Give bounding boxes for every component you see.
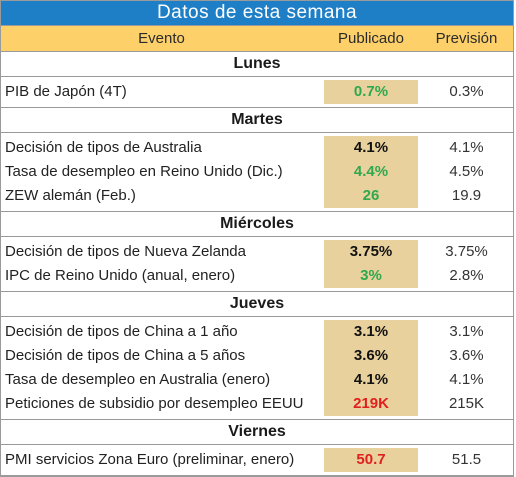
published-value: 0.7% (322, 80, 420, 104)
event-name: Tasa de desempleo en Australia (enero) (5, 371, 271, 388)
published-value: 4.1% (322, 136, 420, 160)
published-value: 50.7 (322, 448, 420, 472)
day-heading: Jueves (1, 292, 513, 317)
event-name: IPC de Reino Unido (anual, enero) (5, 267, 236, 284)
event-name: ZEW alemán (Feb.) (5, 187, 136, 204)
published-value: 4.1% (322, 368, 420, 392)
event-name: PIB de Japón (4T) (5, 83, 127, 100)
table-row: Tasa de desempleo en Reino Unido (Dic.) 4… (1, 160, 513, 184)
published-value: 26 (322, 184, 420, 208)
published-value: 3.75% (322, 240, 420, 264)
forecast-value: 51.5 (451, 451, 482, 468)
day-group: Decisión de tipos de China a 1 año 3.1% 3.… (1, 317, 513, 420)
table-row: PMI servicios Zona Euro (preliminar, ene… (1, 448, 513, 472)
published-value: 3.6% (322, 344, 420, 368)
event-name: Tasa de desempleo en Reino Unido (Dic.) (5, 163, 283, 180)
published-value: 219K (322, 392, 420, 416)
table-title: Datos de esta semana (1, 0, 513, 25)
day-heading: Martes (1, 108, 513, 133)
forecast-value: 4.1% (449, 139, 484, 156)
forecast-value: 4.5% (449, 163, 484, 180)
event-name: Decisión de tipos de Australia (5, 139, 202, 156)
forecast-value: 2.8% (449, 267, 484, 284)
forecast-value: 3.75% (445, 243, 488, 260)
day-heading: Miércoles (1, 212, 513, 237)
table-row: PIB de Japón (4T) 0.7% 0.3% (1, 80, 513, 104)
header-published: Publicado (338, 30, 404, 47)
event-name: PMI servicios Zona Euro (preliminar, ene… (5, 451, 295, 468)
event-name: Decisión de tipos de China a 1 año (5, 323, 238, 340)
table-row: Tasa de desempleo en Australia (enero) 4.… (1, 368, 513, 392)
forecast-value: 4.1% (449, 371, 484, 388)
event-name: Peticiones de subsidio por desempleo EEU… (5, 395, 304, 412)
table-row: IPC de Reino Unido (anual, enero) 3% 2.8% (1, 264, 513, 288)
published-value: 3.1% (322, 320, 420, 344)
forecast-value: 215K (448, 395, 485, 412)
table-row: Decisión de tipos de Nueva Zelanda 3.75% 3… (1, 240, 513, 264)
day-group: Decisión de tipos de Australia 4.1% 4.1% Ta… (1, 133, 513, 212)
published-value: 3% (322, 264, 420, 288)
table-row: Decisión de tipos de China a 5 años 3.6% 3… (1, 344, 513, 368)
forecast-value: 3.1% (449, 323, 484, 340)
table-row: Peticiones de subsidio por desempleo EEU… (1, 392, 513, 416)
table-row: Decisión de tipos de China a 1 año 3.1% 3.… (1, 320, 513, 344)
day-group: Decisión de tipos de Nueva Zelanda 3.75% 3… (1, 237, 513, 292)
published-value: 4.4% (322, 160, 420, 184)
event-name: Decisión de tipos de China a 5 años (5, 347, 246, 364)
forecast-value: 19.9 (451, 187, 482, 204)
days-container: Lunes PIB de Japón (4T) 0.7% 0.3% Martes Deci… (1, 52, 513, 476)
table-row: Decisión de tipos de Australia 4.1% 4.1% (1, 136, 513, 160)
header-forecast: Previsión (435, 30, 498, 47)
event-name: Decisión de tipos de Nueva Zelanda (5, 243, 246, 260)
table-row: ZEW alemán (Feb.) 26 19.9 (1, 184, 513, 208)
forecast-value: 0.3% (449, 83, 484, 100)
day-heading: Viernes (1, 420, 513, 445)
day-group: PIB de Japón (4T) 0.7% 0.3% (1, 77, 513, 108)
table-header-row: Evento Publicado Previsión (1, 25, 513, 52)
header-event: Evento (138, 30, 185, 47)
forecast-value: 3.6% (449, 347, 484, 364)
day-group: PMI servicios Zona Euro (preliminar, ene… (1, 445, 513, 476)
day-heading: Lunes (1, 52, 513, 77)
